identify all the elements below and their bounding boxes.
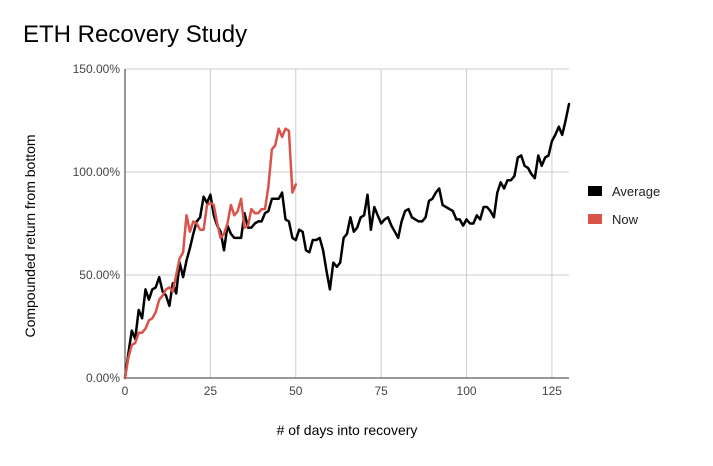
x-tick-label: 25 <box>204 384 218 398</box>
x-tick-label: 0 <box>122 384 129 398</box>
y-tick-label: 150.00% <box>73 62 121 76</box>
x-axis-label: # of days into recovery <box>277 422 418 438</box>
series-line-now <box>123 127 298 380</box>
x-tick-label: 50 <box>289 384 303 398</box>
series-layer <box>123 102 571 380</box>
x-tick-label: 100 <box>457 384 477 398</box>
legend-swatch-average <box>588 186 602 196</box>
series-line-average <box>123 102 571 380</box>
chart-title: ETH Recovery Study <box>23 21 247 48</box>
y-tick-label: 0.00% <box>86 371 120 385</box>
legend-label-now: Now <box>612 212 639 227</box>
y-tick-label: 50.00% <box>79 268 120 282</box>
legend-swatch-now <box>588 214 602 224</box>
legend: Average Now <box>588 184 660 227</box>
y-axis-label: Compounded return from bottom <box>22 134 38 337</box>
y-tick-label: 100.00% <box>73 165 121 179</box>
legend-label-average: Average <box>612 184 660 199</box>
x-tick-label: 125 <box>542 384 562 398</box>
x-tick-label: 75 <box>374 384 388 398</box>
axes: 0.00% 50.00% 100.00% 150.00% 0 25 50 75 100 125 <box>73 62 569 398</box>
